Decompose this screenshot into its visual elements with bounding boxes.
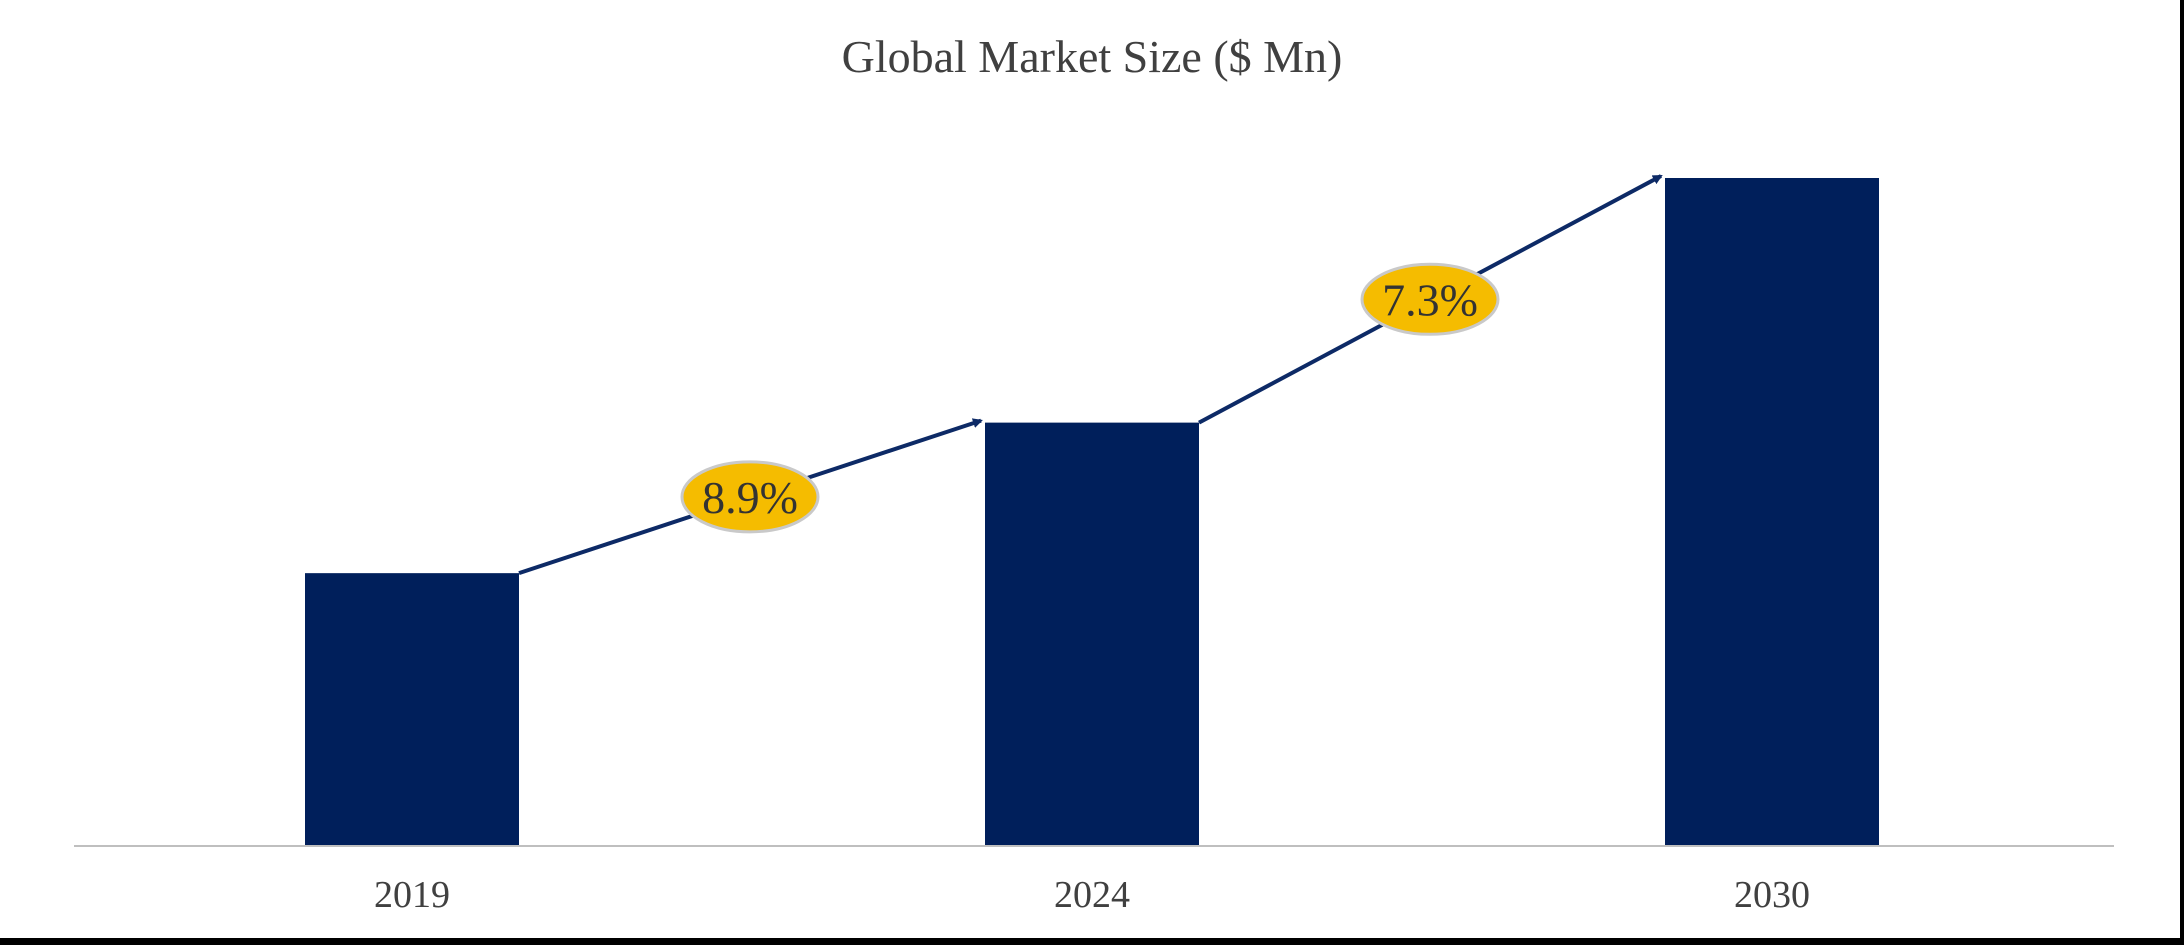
- cagr-badge-label-2: 7.3%: [1382, 274, 1478, 325]
- chart-title: Global Market Size ($ Mn): [842, 31, 1343, 82]
- x-tick-labels: 2019 2024 2030: [374, 874, 1810, 916]
- bar-2030: [1665, 178, 1879, 846]
- cagr-badge-2: [1360, 262, 1500, 336]
- cagr-badges-layer: 8.9% 7.3%: [680, 262, 1500, 534]
- bar-2024: [985, 422, 1199, 846]
- bar-2019: [305, 573, 519, 846]
- x-tick-label-2019: 2019: [374, 874, 450, 916]
- x-tick-label-2024: 2024: [1054, 874, 1130, 916]
- bars-layer: [305, 178, 1879, 846]
- cagr-badge-label-1: 8.9%: [702, 472, 798, 523]
- cagr-badge-1: [680, 460, 820, 534]
- x-tick-label-2030: 2030: [1734, 874, 1810, 916]
